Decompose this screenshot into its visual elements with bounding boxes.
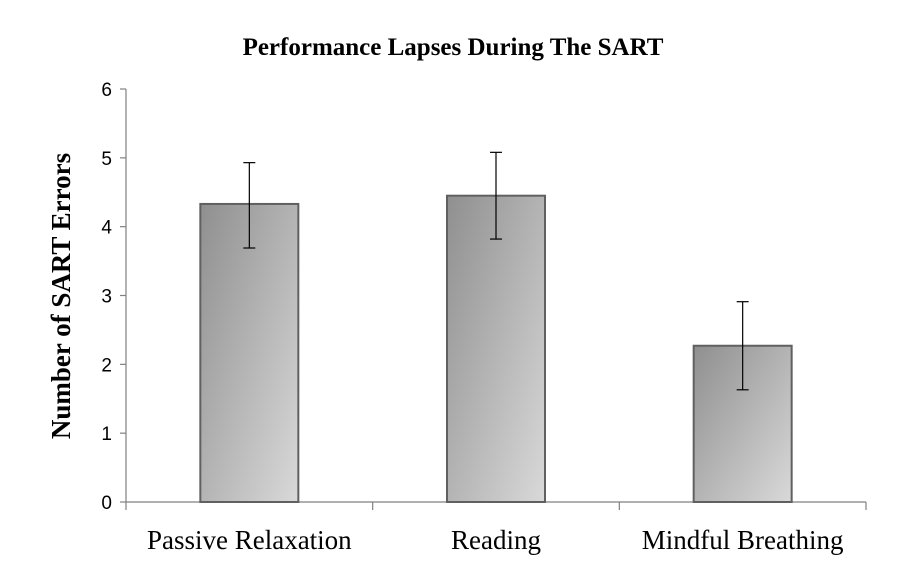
x-tick-label: Passive Relaxation [147,525,352,555]
y-tick-label: 1 [101,424,112,445]
chart-title: Performance Lapses During The SART [243,34,664,61]
y-tick-label: 4 [101,218,112,239]
plot-area: 0 1 2 3 4 5 6 Passive Relaxation Reading Mindful … [101,80,867,555]
y-tick-label: 2 [101,355,112,376]
bar [199,202,300,503]
y-tick-label: 3 [101,287,112,308]
y-tick-label: 5 [101,149,112,170]
y-tick-label: 6 [101,80,112,101]
bar [446,194,546,503]
x-tick-label: Reading [451,525,541,555]
x-tick-label: Mindful Breathing [642,525,844,555]
y-tick-label: 0 [101,493,112,514]
y-axis-label: Number of SART Errors [46,153,76,439]
